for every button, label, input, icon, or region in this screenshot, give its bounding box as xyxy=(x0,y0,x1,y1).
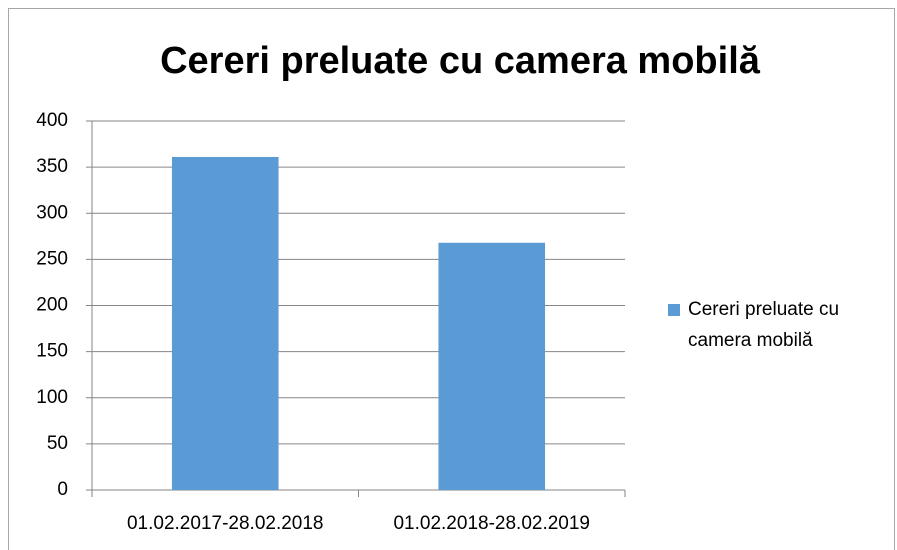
y-tick-label: 150 xyxy=(36,341,68,362)
y-tick-label: 200 xyxy=(36,295,68,316)
y-tick-label: 400 xyxy=(36,110,68,131)
x-tick-label: 01.02.2017-28.02.2018 xyxy=(127,513,324,534)
bar xyxy=(438,242,546,490)
y-tick-label: 100 xyxy=(36,387,68,408)
y-tick-label: 300 xyxy=(36,202,68,223)
y-tick-label: 350 xyxy=(36,156,68,177)
chart-title: Cereri preluate cu camera mobilă xyxy=(160,40,761,82)
y-tick-label: 250 xyxy=(36,248,68,269)
legend: Cereri preluate cu camera mobilă xyxy=(668,294,873,356)
legend-swatch xyxy=(668,304,680,316)
y-tick-label: 0 xyxy=(57,479,68,500)
y-tick-label: 50 xyxy=(47,433,68,454)
chart-border xyxy=(8,8,895,550)
bar xyxy=(171,156,279,491)
x-tick-label: 01.02.2018-28.02.2019 xyxy=(393,513,590,534)
legend-label: Cereri preluate cu camera mobilă xyxy=(688,299,840,351)
